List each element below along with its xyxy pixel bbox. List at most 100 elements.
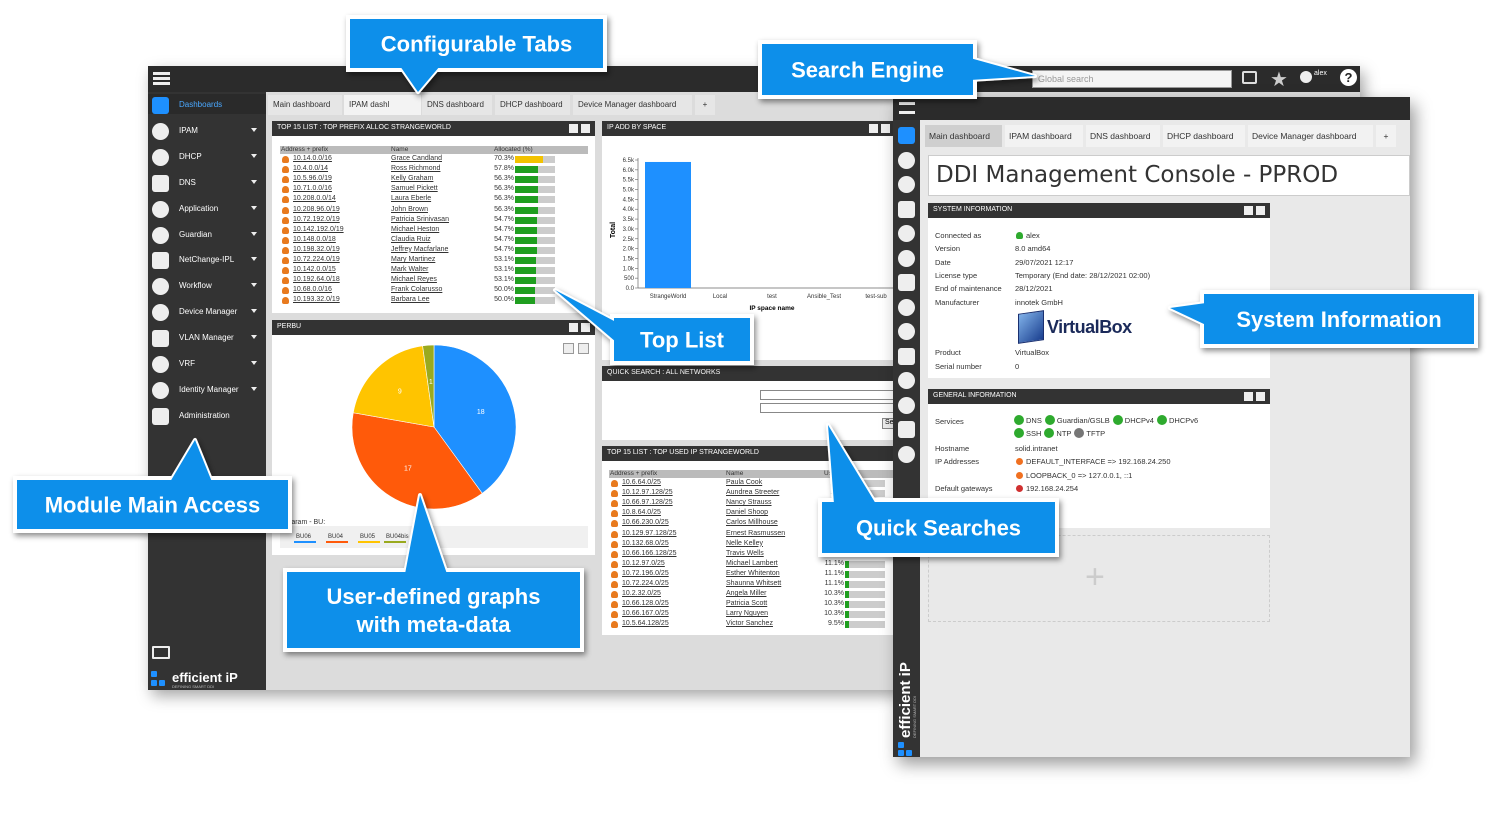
cell-name[interactable]: Daniel Shoop [726, 509, 769, 517]
cell-address[interactable]: 10.148.0.0/18 [293, 235, 336, 243]
cell-name[interactable]: Kelly Graham [391, 175, 434, 183]
cell-address[interactable]: 10.142.192.0/19 [293, 225, 344, 233]
cell-name[interactable]: Victor Sanchez [726, 620, 773, 628]
cell-address[interactable]: 10.66.166.128/25 [622, 549, 677, 557]
cell-address[interactable]: 10.66.167.0/25 [622, 610, 669, 618]
tab[interactable]: DHCP dashboard [495, 95, 570, 115]
cell-name[interactable]: Paula Cook [726, 479, 763, 486]
cell-address[interactable]: 10.72.224.0/25 [622, 580, 669, 587]
cell-address[interactable]: 10.66.97.128/25 [622, 499, 673, 507]
sidebar-item[interactable]: VLAN Manager [179, 333, 234, 343]
sidebar-item[interactable]: Device Manager [179, 307, 238, 317]
cell-address[interactable]: 10.66.128.0/25 [622, 600, 669, 608]
cell-address[interactable]: 10.71.0.0/16 [293, 185, 332, 193]
tab[interactable]: DHCP dashboard [1163, 125, 1245, 147]
tab[interactable]: IPAM dashboard [1005, 125, 1083, 147]
cell-name[interactable]: Mark Walter [391, 266, 429, 274]
search-input[interactable] [760, 403, 895, 413]
panel-minimize[interactable] [1244, 392, 1253, 401]
user-name[interactable]: alex [1314, 70, 1327, 77]
cell-name[interactable]: Larry Nguyen [726, 610, 769, 618]
favorites-icon[interactable]: ★ [1270, 69, 1288, 91]
panel-close[interactable] [1256, 206, 1265, 215]
cell-address[interactable]: 10.72.192.0/19 [293, 215, 340, 223]
cell-name[interactable]: Shaunna Whitsett [726, 580, 782, 587]
cell-name[interactable]: Jeffrey Macfarlane [391, 245, 449, 253]
cell-name[interactable]: Nancy Strauss [726, 499, 772, 507]
sidebar-item[interactable]: VRF [179, 359, 195, 368]
cell-name[interactable]: Ernest Rasmussen [726, 529, 786, 537]
sidebar-item[interactable]: Dashboards [179, 100, 223, 109]
cell-address[interactable]: 10.193.32.0/19 [293, 296, 340, 304]
tab[interactable]: + [695, 95, 715, 115]
cell-address[interactable]: 10.2.32.0/25 [622, 590, 661, 598]
panel-minimize[interactable] [569, 124, 578, 133]
cell-name[interactable]: Michael Heston [391, 225, 440, 233]
global-search[interactable]: Global search [1032, 70, 1232, 88]
cell-name[interactable]: Ross Richmond [391, 165, 441, 173]
cell-name[interactable]: Angela Miller [726, 590, 767, 598]
cell-name[interactable]: Michael Lambert [726, 559, 778, 567]
cell-address[interactable]: 10.66.230.0/25 [622, 519, 669, 527]
cell-name[interactable]: Barbara Lee [391, 296, 430, 304]
panel-minimize[interactable] [569, 323, 578, 332]
cell-address[interactable]: 10.72.196.0/25 [622, 569, 669, 577]
sidebar-item[interactable]: Identity Manager [179, 384, 239, 394]
sidebar-item[interactable]: Administration [179, 410, 230, 420]
cell-address[interactable]: 10.72.224.0/19 [293, 256, 340, 263]
tab[interactable]: IPAM dashl [344, 95, 421, 115]
help-icon[interactable]: ? [1340, 69, 1357, 86]
cell-address[interactable]: 10.4.0.0/14 [293, 165, 329, 173]
search-input[interactable] [760, 390, 895, 400]
cell-name[interactable]: Travis Wells [726, 549, 764, 557]
cell-name[interactable]: John Brown [391, 205, 428, 213]
cell-address[interactable]: 10.8.64.0/25 [622, 509, 661, 517]
cell-address[interactable]: 10.132.68.0/25 [622, 539, 669, 547]
cell-name[interactable]: Mary Martinez [391, 256, 436, 263]
cell-address[interactable]: 10.142.0.0/15 [293, 266, 336, 274]
tab[interactable]: Device Manager dashboard [573, 95, 692, 115]
tab[interactable]: Main dashboard [268, 95, 342, 115]
panel-close[interactable] [581, 124, 590, 133]
sidebar-item[interactable]: IPAM [179, 125, 198, 135]
cell-address[interactable]: 10.208.0.0/14 [293, 195, 336, 203]
cell-name[interactable]: Michael Reyes [391, 276, 437, 284]
refresh-button[interactable] [578, 343, 589, 354]
panel-minimize[interactable] [869, 124, 878, 133]
tab[interactable]: + [1376, 125, 1396, 147]
cell-name[interactable]: Frank Colarusso [391, 286, 443, 294]
sidebar-item[interactable]: DHCP [179, 151, 202, 161]
panel-close[interactable] [1256, 392, 1265, 401]
sidebar-item[interactable]: Workflow [179, 281, 212, 291]
cell-name[interactable]: Nelle Kelley [726, 539, 763, 547]
notifications-icon[interactable] [1242, 71, 1257, 84]
menu-button[interactable] [899, 102, 915, 114]
tab[interactable]: Main dashboard [925, 125, 1002, 147]
cell-name[interactable]: Claudia Ruiz [391, 235, 431, 243]
cell-address[interactable]: 10.208.96.0/19 [293, 205, 340, 213]
menu-button[interactable] [153, 72, 170, 85]
cell-name[interactable]: Carlos Millhouse [726, 519, 778, 527]
sidebar-item[interactable]: NetChange-IPL [179, 255, 235, 265]
tab[interactable]: Device Manager dashboard [1248, 125, 1373, 147]
sidebar-item[interactable]: Guardian [179, 229, 212, 239]
cell-address[interactable]: 10.5.64.128/25 [622, 620, 669, 628]
cell-name[interactable]: Patricia Srinivasan [391, 215, 449, 223]
panel-close[interactable] [581, 323, 590, 332]
cell-name[interactable]: Patricia Scott [726, 600, 768, 608]
cell-address[interactable]: 10.198.32.0/19 [293, 245, 340, 253]
zoom-button[interactable] [563, 343, 574, 354]
panel-close[interactable] [881, 124, 890, 133]
panel-minimize[interactable] [1244, 206, 1253, 215]
cell-name[interactable]: Esther Whitenton [726, 569, 780, 577]
tab[interactable]: DNS dashboard [422, 95, 492, 115]
add-widget[interactable]: + [1085, 558, 1105, 596]
cell-address[interactable]: 10.12.97.0/25 [622, 559, 665, 567]
cell-address[interactable]: 10.68.0.0/16 [293, 286, 332, 294]
cell-address[interactable]: 10.129.97.128/25 [622, 529, 677, 537]
tab[interactable]: DNS dashboard [1086, 125, 1160, 147]
sidebar-item[interactable]: DNS [179, 177, 196, 187]
cell-address[interactable]: 10.192.64.0/18 [293, 276, 340, 284]
cell-name[interactable]: Aundrea Streeter [726, 489, 780, 497]
cell-name[interactable]: Laura Eberle [391, 195, 432, 203]
